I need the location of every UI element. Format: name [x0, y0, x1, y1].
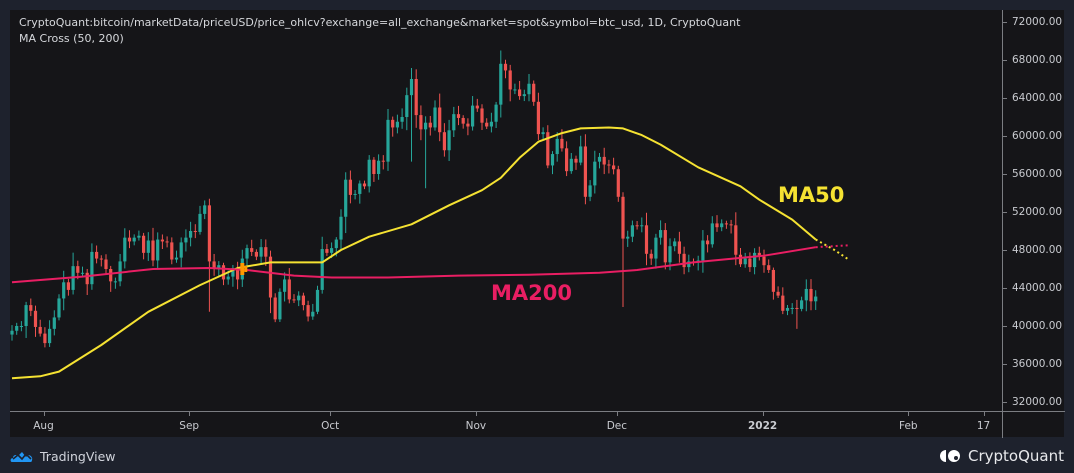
price-tick: [1003, 212, 1007, 213]
chart-panel[interactable]: CryptoQuant:bitcoin/marketData/priceUSD/…: [10, 10, 1065, 438]
price-label: 64000.00: [1012, 92, 1063, 104]
price-label: 52000.00: [1012, 206, 1063, 218]
time-label: 2022: [747, 420, 778, 432]
ma50-projection: [815, 238, 850, 261]
price-label: 56000.00: [1012, 168, 1063, 180]
price-label: 36000.00: [1012, 358, 1063, 370]
time-label: Aug: [33, 420, 54, 432]
price-label: 68000.00: [1012, 54, 1063, 66]
ma200-projection: [815, 244, 849, 249]
price-tick: [1003, 326, 1007, 327]
time-tick: [908, 412, 910, 416]
time-tick: [475, 412, 477, 416]
time-label: Feb: [899, 420, 918, 432]
price-label: 44000.00: [1012, 282, 1063, 294]
tradingview-cloud-icon: [10, 452, 33, 462]
chart-title-legend: CryptoQuant:bitcoin/marketData/priceUSD/…: [19, 16, 741, 29]
ma200-annotation: MA200: [491, 281, 572, 305]
price-tick: [1003, 60, 1007, 61]
ma200-line: [11, 246, 816, 284]
price-label: 48000.00: [1012, 244, 1063, 256]
tradingview-label: TradingView: [40, 448, 116, 464]
plot-area[interactable]: CryptoQuant:bitcoin/marketData/priceUSD/…: [10, 10, 1002, 411]
price-tick: [1003, 288, 1007, 289]
time-label: Sep: [179, 420, 200, 432]
time-tick: [43, 412, 45, 416]
price-tick: [1003, 402, 1007, 403]
candles: [10, 50, 818, 348]
price-tick: [1003, 250, 1007, 251]
price-axis[interactable]: 72000.00 68000.00 64000.00 60000.00 56000.00…: [1002, 10, 1065, 411]
axis-corner: [1002, 411, 1065, 438]
ma50-line: [11, 126, 817, 380]
cryptoquant-logo[interactable]: CryptoQuant: [940, 446, 1064, 466]
tradingview-logo[interactable]: TradingView: [10, 447, 116, 465]
price-tick: [1003, 98, 1007, 99]
cryptoquant-icon: [940, 450, 960, 462]
cross-marker: [240, 263, 245, 275]
cryptoquant-label: CryptoQuant: [968, 447, 1064, 465]
candlestick-chart: [10, 50, 850, 380]
time-tick: [616, 412, 618, 416]
price-label: 72000.00: [1012, 16, 1063, 28]
time-label: Oct: [321, 420, 340, 432]
indicator-legend[interactable]: MA Cross (50, 200): [19, 32, 124, 45]
price-label: 32000.00: [1012, 396, 1063, 408]
price-label: 60000.00: [1012, 130, 1063, 142]
time-tick: [983, 412, 985, 416]
price-tick: [1003, 22, 1007, 23]
price-tick: [1003, 174, 1007, 175]
time-tick: [762, 412, 764, 416]
price-tick: [1003, 136, 1007, 137]
ma50-annotation: MA50: [778, 183, 845, 207]
time-axis[interactable]: Aug Sep Oct Nov Dec 2022 Feb 17: [10, 411, 1002, 438]
time-label: Dec: [606, 420, 628, 432]
time-tick: [330, 412, 332, 416]
price-tick: [1003, 364, 1007, 365]
time-label: Nov: [465, 420, 487, 432]
time-tick: [189, 412, 191, 416]
time-label: 17: [976, 420, 991, 432]
price-label: 40000.00: [1012, 320, 1063, 332]
